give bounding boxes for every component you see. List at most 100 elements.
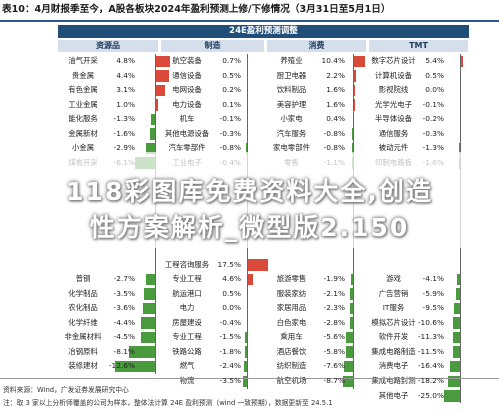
value-label: -2.1% — [323, 288, 345, 298]
industry-name: 化学制品 — [68, 288, 98, 298]
overlay-banner — [0, 152, 499, 248]
industry-name: 冶钢原料 — [68, 346, 98, 356]
table-row: 厨卫电器 2.2% — [267, 69, 366, 84]
table-row: 通信设备 0.5% — [161, 69, 264, 84]
industry-name: 专业工程 — [172, 332, 202, 342]
industry-name: 集成电路封测 — [371, 376, 416, 386]
value-label: 0.5% — [222, 288, 241, 298]
table-row: 工业金属 1.0% — [58, 98, 159, 113]
industry-name: 影视院线 — [378, 85, 409, 95]
section-0: 资源品 油气开采 4.8% 贵金属 4.4% 有色金属 3.1% 工业金属 1.0% 能化服务 -1… — [58, 40, 171, 375]
industry-name: 纺织制造 — [276, 361, 307, 371]
section-1: 制造 航空装备 0.7% 通信设备 0.5% 电网设备 0.2% 电力设备 0.1% 机车 -0.1… — [161, 40, 268, 389]
table-row: 饮料制品 1.6% — [267, 83, 366, 98]
value-bar — [353, 55, 366, 67]
value-bar — [143, 302, 155, 315]
value-label: -5.6% — [323, 332, 345, 342]
industry-name: 航运港口 — [172, 288, 202, 298]
value-label: 4.6% — [222, 274, 241, 284]
table-row: 乘用车 -5.6% — [267, 330, 366, 345]
table-row: 冶钢原料 -8.1% — [58, 345, 158, 360]
value-label: -4.1% — [422, 274, 444, 284]
industry-name: 金属新材 — [68, 128, 98, 138]
value-label: 5.4% — [425, 56, 444, 65]
value-label: -5.9% — [422, 288, 444, 298]
table-row: 其他电子 -25.0% — [369, 389, 468, 404]
industry-name: 软件开发 — [378, 332, 409, 342]
table-row: 化学制品 -3.5% — [58, 287, 158, 302]
value-label: -1.6% — [113, 128, 135, 138]
value-label: 2.2% — [326, 70, 345, 80]
table-row: 电力 0.0% — [161, 301, 264, 316]
table-row: 广告营销 -5.9% — [369, 287, 468, 302]
industry-name: 工业金属 — [68, 99, 98, 109]
industry-name: 航空装备 — [172, 56, 202, 65]
industry-name: 半导体设备 — [375, 114, 412, 124]
section-rows: 养殖业 10.4% 厨卫电器 2.2% 饮料制品 1.6% 美容护理 1.6% 小家电 0.4% 汽… — [267, 54, 366, 389]
value-label: 4.4% — [116, 70, 135, 80]
table-row: 专业工程 -1.5% — [161, 330, 264, 345]
value-label: -4.5% — [113, 332, 135, 342]
value-label: 3.1% — [116, 85, 135, 95]
table-row: 金属新材 -1.6% — [58, 127, 158, 142]
table-row: 小家电 0.4% — [267, 112, 366, 127]
industry-name: 能化服务 — [68, 114, 98, 124]
table-row: 养殖业 10.4% — [267, 54, 366, 69]
value-label: 0.1% — [222, 99, 241, 109]
table-row: 有色金属 3.1% — [58, 83, 165, 98]
value-label: -0.3% — [219, 128, 241, 138]
value-bar — [115, 360, 155, 373]
value-bar — [346, 346, 353, 358]
table-row: 通信服务 -0.3% — [369, 127, 468, 142]
value-bar — [453, 302, 460, 315]
table-row: 集成电路封测 -18.2% — [369, 374, 468, 389]
industry-name: 电网设备 — [172, 85, 202, 95]
value-bar — [350, 288, 353, 300]
industry-name: 非金属材料 — [64, 332, 102, 342]
table-row: 航空装备 0.7% — [161, 54, 264, 69]
value-bar — [140, 331, 155, 344]
value-label: -18.2% — [417, 376, 444, 386]
value-bar — [459, 142, 461, 155]
value-bar — [246, 142, 248, 155]
value-label: 0.0% — [425, 85, 444, 95]
industry-name: 通信设备 — [172, 70, 202, 80]
industry-name: 汽车服务 — [276, 128, 307, 138]
industry-name: 物流 — [179, 376, 195, 386]
value-bar — [155, 70, 170, 82]
section-header: 资源品 — [58, 40, 158, 52]
table-row: 酒店餐饮 -5.8% — [267, 345, 366, 360]
table-row: 软件开发 -11.3% — [369, 330, 468, 345]
industry-name: 油气开采 — [68, 56, 98, 65]
table-row: 专业工程 4.6% — [161, 272, 264, 287]
table-row: 普钢 -2.7% — [58, 272, 158, 287]
table-row: 物流 -3.5% — [161, 374, 264, 389]
value-label: -8.7% — [323, 376, 345, 386]
table-row: 消费电子 -16.4% — [369, 359, 468, 374]
value-label: 0.5% — [222, 70, 241, 80]
table-row: 航运港口 0.5% — [161, 287, 264, 302]
industry-name: 化学纤维 — [68, 317, 98, 327]
overlay-text-line-1: 118彩图库免费资料大全,创造 — [66, 177, 433, 206]
value-label: -3.5% — [219, 376, 241, 386]
section-header: 制造 — [161, 40, 264, 52]
industry-name: 服装家纺 — [276, 288, 307, 298]
industry-name: 被动元件 — [378, 143, 409, 153]
overlay-text-line-2: 性方案解析_微型版2.150 — [89, 213, 410, 242]
value-label: -11.5% — [417, 346, 444, 356]
industry-name: 通信服务 — [378, 128, 409, 138]
table-row: IT服务 -9.5% — [369, 301, 468, 316]
value-label: -3.6% — [113, 303, 135, 313]
industry-name: 汽车零部件 — [168, 143, 206, 153]
table-row: 油气开采 4.8% — [58, 54, 171, 69]
value-bar — [244, 360, 247, 373]
value-bar — [350, 273, 353, 286]
value-label: -12.6% — [108, 361, 135, 371]
value-label: -1.9% — [323, 274, 345, 284]
value-bar — [146, 273, 155, 286]
value-bar — [247, 259, 268, 271]
industry-name: 电力设备 — [172, 99, 202, 109]
value-bar — [343, 360, 353, 373]
value-bar — [457, 273, 460, 286]
value-label: 0.7% — [222, 56, 241, 65]
